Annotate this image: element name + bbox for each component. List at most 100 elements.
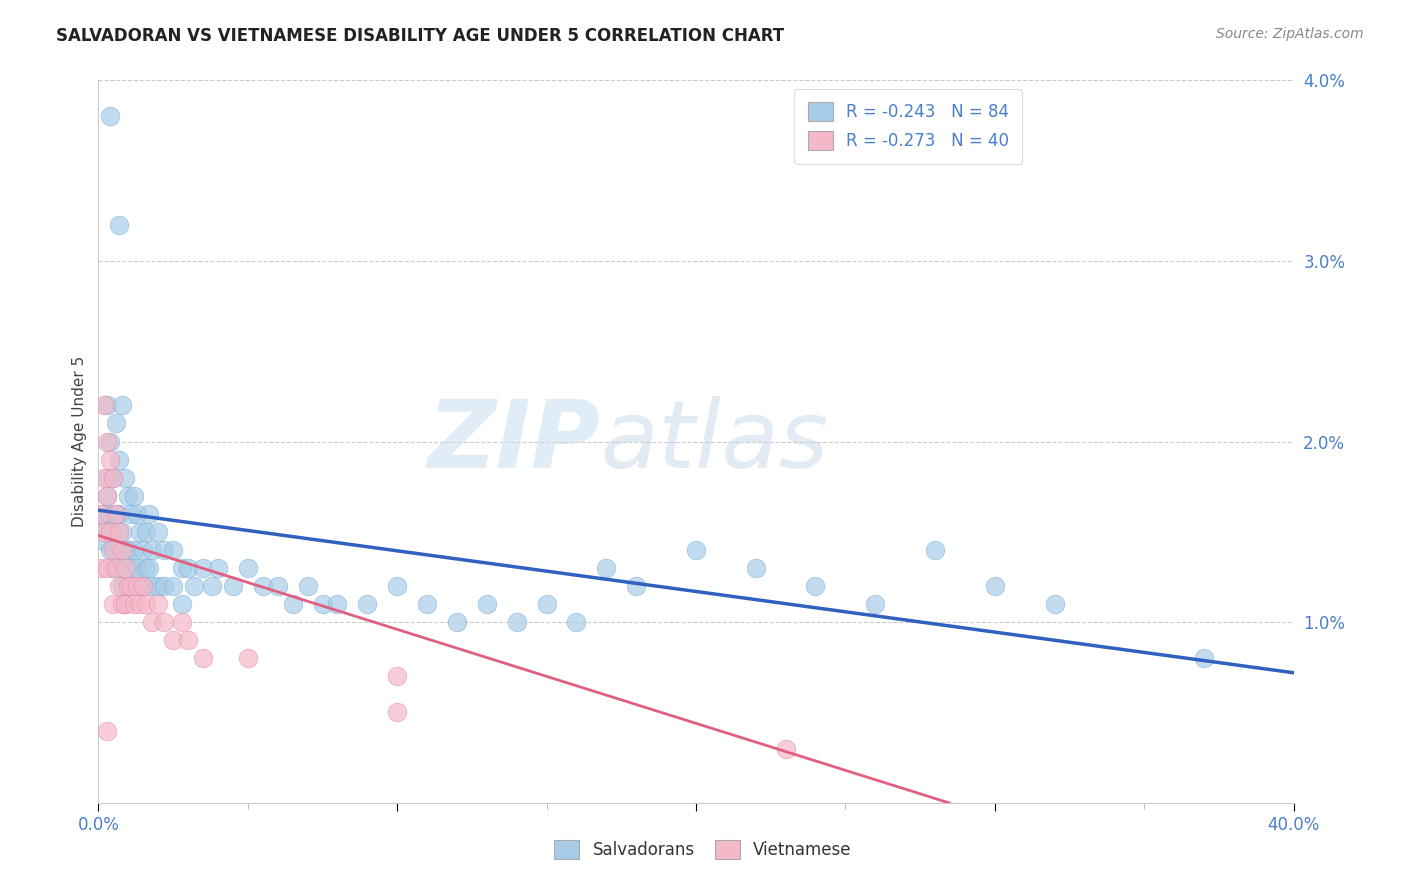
Point bbox=[135, 524, 157, 539]
Point bbox=[96, 434, 118, 449]
Point bbox=[98, 542, 122, 557]
Point bbox=[98, 524, 122, 539]
Point bbox=[446, 615, 468, 630]
Point bbox=[124, 489, 146, 503]
Point bbox=[129, 579, 152, 593]
Point bbox=[745, 561, 768, 575]
Point bbox=[90, 561, 112, 575]
Point bbox=[924, 542, 946, 557]
Point bbox=[356, 597, 378, 611]
Point bbox=[93, 471, 115, 485]
Point bbox=[98, 109, 122, 123]
Point bbox=[132, 579, 155, 593]
Point bbox=[1043, 597, 1066, 611]
Point bbox=[236, 561, 259, 575]
Point bbox=[252, 579, 274, 593]
Point bbox=[135, 561, 157, 575]
Point bbox=[90, 507, 112, 521]
Point bbox=[105, 542, 128, 557]
Point bbox=[96, 471, 118, 485]
Point bbox=[153, 542, 176, 557]
Point bbox=[111, 524, 134, 539]
Point bbox=[311, 597, 333, 611]
Point bbox=[129, 524, 152, 539]
Point bbox=[148, 579, 170, 593]
Legend: Salvadorans, Vietnamese: Salvadorans, Vietnamese bbox=[548, 833, 858, 866]
Point bbox=[111, 398, 134, 412]
Point bbox=[105, 417, 128, 431]
Point bbox=[595, 561, 617, 575]
Point bbox=[141, 615, 163, 630]
Point bbox=[177, 561, 200, 575]
Point bbox=[93, 524, 115, 539]
Point bbox=[281, 597, 304, 611]
Point bbox=[120, 561, 142, 575]
Point bbox=[108, 218, 131, 232]
Point bbox=[117, 579, 139, 593]
Point bbox=[103, 597, 125, 611]
Point bbox=[385, 579, 409, 593]
Point bbox=[103, 524, 125, 539]
Point bbox=[172, 597, 194, 611]
Point bbox=[129, 597, 152, 611]
Point bbox=[105, 507, 128, 521]
Point bbox=[162, 579, 184, 593]
Point bbox=[98, 452, 122, 467]
Text: Source: ZipAtlas.com: Source: ZipAtlas.com bbox=[1216, 27, 1364, 41]
Point bbox=[120, 507, 142, 521]
Point bbox=[93, 398, 115, 412]
Point bbox=[475, 597, 498, 611]
Point bbox=[111, 597, 134, 611]
Point bbox=[267, 579, 290, 593]
Point bbox=[153, 615, 176, 630]
Point bbox=[108, 579, 131, 593]
Point bbox=[1192, 651, 1215, 665]
Point bbox=[416, 597, 439, 611]
Point bbox=[183, 579, 205, 593]
Point bbox=[96, 723, 118, 738]
Point bbox=[124, 542, 146, 557]
Point bbox=[865, 597, 887, 611]
Point bbox=[162, 633, 184, 648]
Point bbox=[96, 561, 118, 575]
Point bbox=[108, 507, 131, 521]
Point bbox=[141, 579, 163, 593]
Point bbox=[117, 489, 139, 503]
Point bbox=[132, 579, 155, 593]
Point bbox=[191, 651, 214, 665]
Point bbox=[114, 597, 136, 611]
Point bbox=[117, 579, 139, 593]
Point bbox=[96, 398, 118, 412]
Point bbox=[148, 597, 170, 611]
Point bbox=[105, 561, 128, 575]
Point bbox=[103, 471, 125, 485]
Point bbox=[127, 561, 149, 575]
Point bbox=[103, 561, 125, 575]
Point bbox=[90, 516, 112, 530]
Point bbox=[114, 561, 136, 575]
Point bbox=[984, 579, 1007, 593]
Point bbox=[98, 434, 122, 449]
Point bbox=[114, 597, 136, 611]
Point bbox=[132, 542, 155, 557]
Point bbox=[141, 542, 163, 557]
Point bbox=[138, 561, 160, 575]
Point bbox=[222, 579, 245, 593]
Point bbox=[135, 597, 157, 611]
Point bbox=[103, 542, 125, 557]
Point bbox=[685, 542, 707, 557]
Point bbox=[124, 597, 146, 611]
Y-axis label: Disability Age Under 5: Disability Age Under 5 bbox=[72, 356, 87, 527]
Point bbox=[96, 489, 118, 503]
Point bbox=[177, 633, 200, 648]
Point bbox=[565, 615, 588, 630]
Point bbox=[108, 561, 131, 575]
Point bbox=[96, 489, 118, 503]
Point bbox=[326, 597, 349, 611]
Point bbox=[385, 706, 409, 720]
Point bbox=[114, 471, 136, 485]
Point bbox=[108, 452, 131, 467]
Point bbox=[162, 542, 184, 557]
Point bbox=[775, 741, 797, 756]
Point bbox=[98, 507, 122, 521]
